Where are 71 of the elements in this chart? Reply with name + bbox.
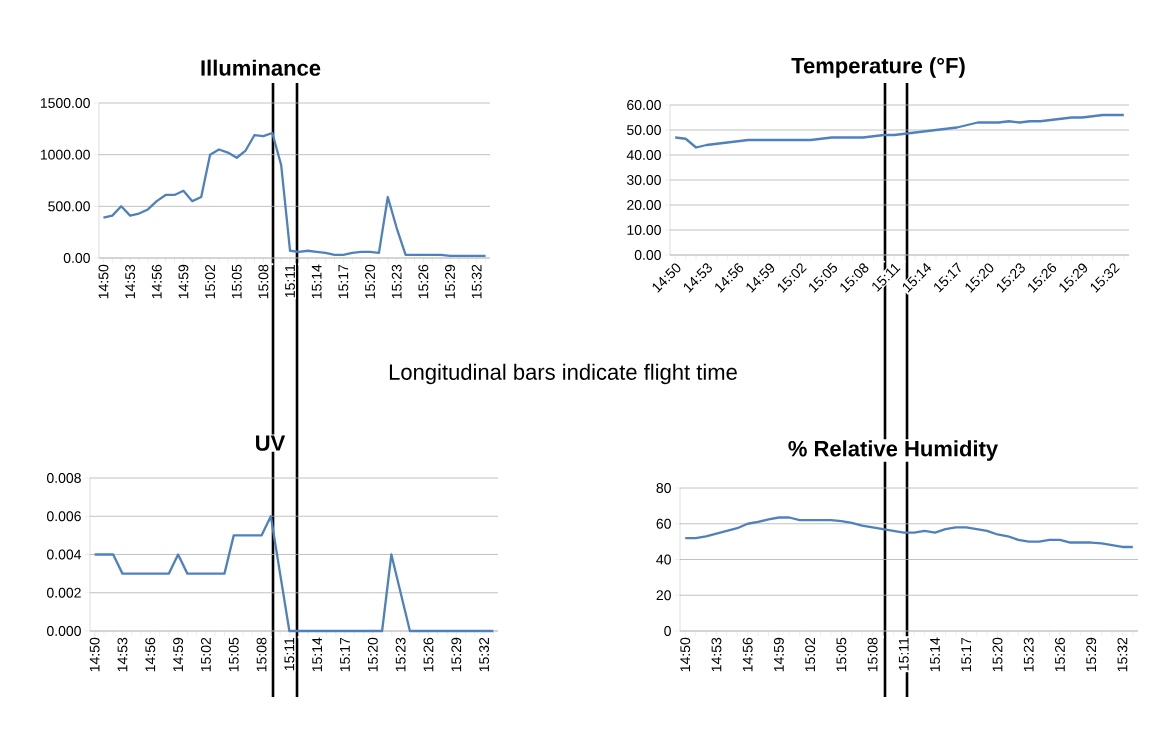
x-tick-label: 15:17 — [961, 637, 972, 672]
x-tick-label: 15:29 — [445, 264, 455, 299]
y-tick-label: 0.006 — [46, 511, 81, 522]
chart-title: Temperature (°F) — [791, 57, 965, 78]
x-tick-label: 15:05 — [228, 637, 239, 672]
y-tick-label: 80 — [656, 483, 671, 493]
x-tick-label: 15:32 — [1117, 637, 1128, 672]
y-tick-label: 20 — [656, 590, 671, 601]
x-tick-label: 14:50 — [98, 264, 109, 299]
y-tick-label: 1500.00 — [40, 98, 90, 108]
x-tick-label: 15:32 — [479, 637, 490, 672]
chart-title: Illuminance — [201, 59, 321, 76]
x-tick-label: 15:23 — [1023, 637, 1034, 672]
x-tick-label: 14:56 — [145, 637, 156, 672]
x-tick-label: 15:02 — [805, 637, 816, 672]
x-tick-label: 14:56 — [742, 637, 753, 672]
text: Longitudinal bars indicate flight time — [389, 363, 737, 385]
x-tick-label: 15:26 — [1054, 637, 1065, 672]
y-tick-label: 0 — [664, 626, 671, 636]
x-tick-label: 14:53 — [125, 264, 136, 299]
y-tick-label: 10.00 — [627, 225, 661, 235]
x-tick-label: 15:26 — [423, 637, 434, 672]
x-tick-label: 15:11 — [284, 637, 295, 671]
y-tick-label: 0.000 — [46, 626, 81, 636]
y-tick-label: 1000.00 — [40, 149, 90, 160]
y-tick-label: 30.00 — [626, 175, 661, 185]
x-tick-label: 15:20 — [367, 637, 378, 672]
x-tick-label: 15:05 — [836, 637, 847, 672]
x-tick-label: 14:56 — [151, 264, 162, 299]
x-tick-label: 14:50 — [89, 637, 100, 672]
x-tick-label: 15:11 — [285, 264, 295, 298]
x-tick-label: 15:26 — [418, 264, 429, 299]
x-tick-label: 15:08 — [256, 637, 267, 672]
x-tick-label: 15:29 — [451, 637, 462, 672]
y-tick-label: 40.00 — [626, 150, 661, 160]
x-tick-label: 15:08 — [258, 264, 269, 299]
y-tick-label: 0.008 — [46, 473, 81, 483]
x-tick-label: 15:14 — [930, 637, 940, 672]
x-tick-label: 14:59 — [773, 637, 784, 672]
y-tick-label: 0.00 — [634, 250, 661, 260]
x-tick-label: 14:50 — [680, 637, 691, 672]
y-tick-label: 60.00 — [627, 100, 661, 110]
x-tick-label: 15:14 — [312, 637, 323, 672]
y-tick-label: 60 — [656, 518, 671, 529]
x-tick-label: 14:53 — [117, 637, 128, 672]
x-tick-label: 15:20 — [992, 637, 1003, 672]
chart-title: UV — [256, 435, 286, 451]
y-tick-label: 0.00 — [63, 253, 90, 263]
y-tick-label: 0.004 — [46, 549, 82, 560]
y-tick-label: 50.00 — [627, 125, 661, 135]
x-tick-label: 15:23 — [395, 637, 406, 672]
x-tick-label: 15:11 — [898, 637, 909, 671]
y-tick-label: 0.002 — [46, 587, 81, 598]
x-tick-label: 15:02 — [205, 264, 216, 299]
x-tick-label: 15:05 — [231, 264, 242, 299]
x-tick-label: 15:14 — [311, 264, 322, 299]
y-tick-label: 500.00 — [48, 201, 90, 212]
chart-title: % Relative Humidity — [788, 440, 999, 461]
x-tick-label: 15:17 — [338, 264, 349, 299]
x-tick-label: 15:29 — [1086, 637, 1097, 672]
y-tick-label: 40 — [656, 554, 671, 565]
x-tick-label: 15:20 — [365, 264, 375, 299]
x-tick-label: 15:17 — [340, 637, 350, 672]
x-tick-label: 14:59 — [173, 637, 184, 672]
x-tick-label: 15:08 — [867, 637, 878, 672]
x-tick-label: 15:02 — [200, 637, 211, 672]
x-tick-label: 14:53 — [711, 637, 722, 672]
y-tick-label: 20.00 — [627, 200, 661, 210]
x-tick-label: 15:23 — [391, 264, 402, 299]
x-tick-label: 15:32 — [471, 264, 482, 299]
x-tick-label: 14:59 — [178, 264, 189, 299]
